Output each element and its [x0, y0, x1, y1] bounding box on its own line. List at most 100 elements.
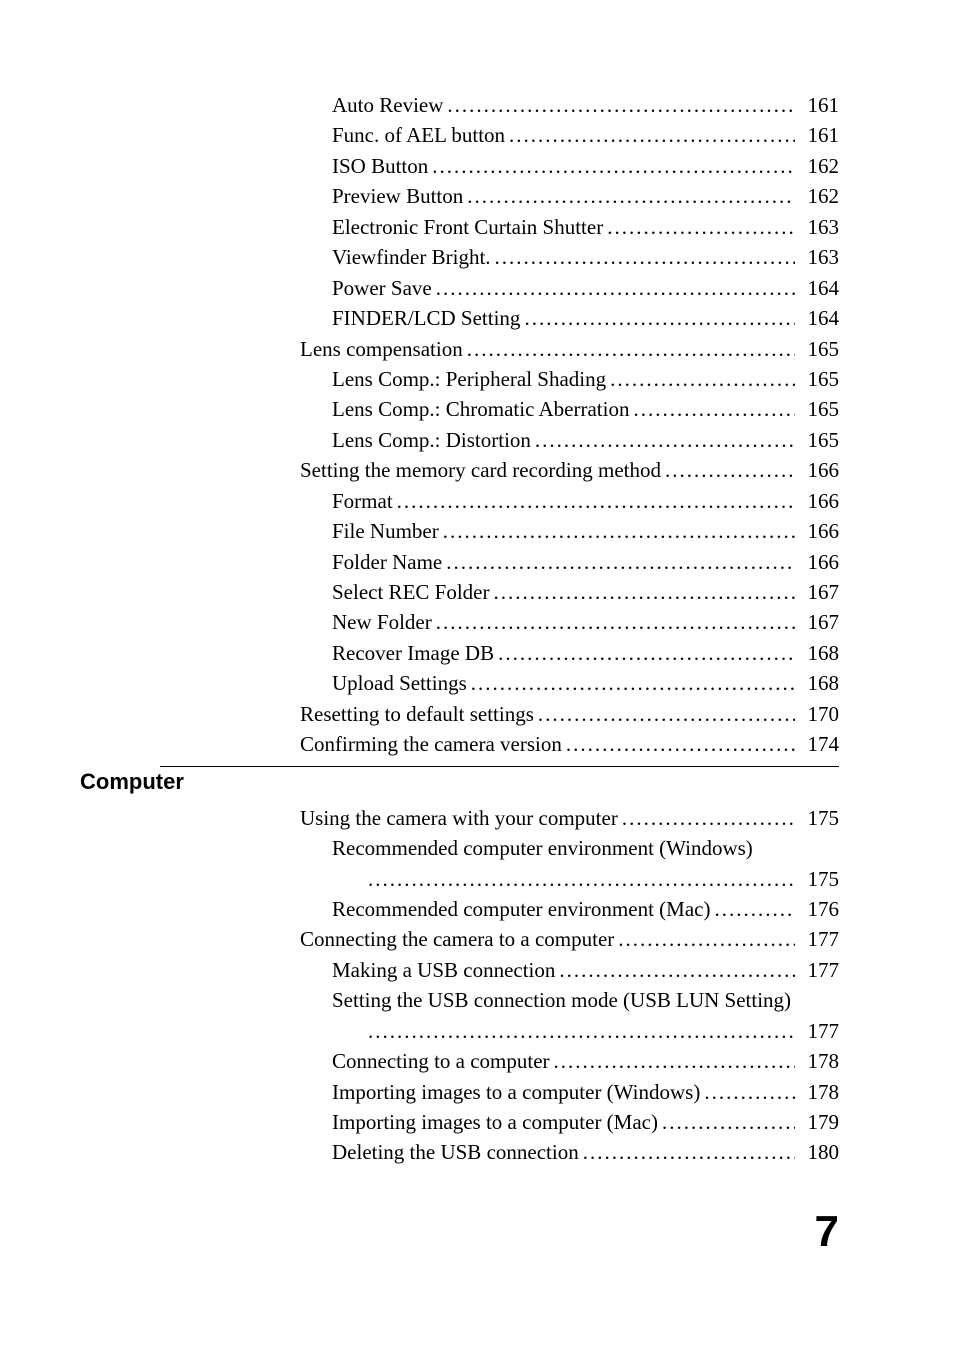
toc-leader-dots: [535, 425, 795, 455]
toc-entry: Importing images to a computer (Windows)…: [80, 1077, 839, 1107]
toc-entry-page: 166: [799, 455, 839, 485]
toc-entry-page: 179: [799, 1107, 839, 1137]
toc-leader-dots: [447, 90, 795, 120]
toc-entry-label: FINDER/LCD Setting: [332, 303, 520, 333]
toc-entry-label: Viewfinder Bright.: [332, 242, 491, 272]
toc-entry-page: 162: [799, 151, 839, 181]
toc-entry-page: 178: [799, 1077, 839, 1107]
toc-leader-dots: [665, 455, 795, 485]
toc-entry-page: 170: [799, 699, 839, 729]
toc-leader-dots: [618, 924, 795, 954]
toc-entry: Setting the USB connection mode (USB LUN…: [80, 985, 839, 1015]
toc-entry-label: Select REC Folder: [332, 577, 489, 607]
toc-entry-label: Connecting to a computer: [332, 1046, 550, 1076]
toc-entry: Connecting the camera to a computer177: [80, 924, 839, 954]
toc-entry-page: 180: [799, 1137, 839, 1167]
toc-leader-dots: [704, 1077, 795, 1107]
toc-leader-dots: [495, 242, 795, 272]
toc-entry: Resetting to default settings 170: [80, 699, 839, 729]
toc-entry-label: Func. of AEL button: [332, 120, 505, 150]
toc-entry-page: 166: [799, 547, 839, 577]
toc-entry-label: Confirming the camera version: [300, 729, 562, 759]
toc-entry-page: 161: [799, 90, 839, 120]
toc-entry: Lens Comp.: Peripheral Shading 165: [80, 364, 839, 394]
toc-leader-dots: [559, 955, 795, 985]
toc-entry-page: 166: [799, 486, 839, 516]
toc-entry-label: New Folder: [332, 607, 432, 637]
toc-entry-page: 164: [799, 303, 839, 333]
toc-leader-dots: [538, 699, 795, 729]
toc-entry: Format 166: [80, 486, 839, 516]
toc-entry: Using the camera with your computer175: [80, 803, 839, 833]
toc-entry-label: Recommended computer environment (Window…: [332, 833, 753, 863]
toc-entry-continuation: 177: [80, 1016, 839, 1046]
toc-entry: Making a USB connection177: [80, 955, 839, 985]
page-number: 7: [815, 1207, 839, 1257]
toc-content: Auto Review161Func. of AEL button161ISO …: [80, 90, 839, 1168]
toc-entry-page: 165: [799, 425, 839, 455]
toc-entry: New Folder167: [80, 607, 839, 637]
toc-entry-label: Lens Comp.: Distortion: [332, 425, 531, 455]
toc-entry-page: 165: [799, 334, 839, 364]
toc-entry: Select REC Folder 167: [80, 577, 839, 607]
toc-entry-label: Importing images to a computer (Windows): [332, 1077, 700, 1107]
toc-leader-dots: [368, 864, 795, 894]
toc-entry-page: 167: [799, 577, 839, 607]
toc-entry-page: 164: [799, 273, 839, 303]
toc-entry: ISO Button 162: [80, 151, 839, 181]
toc-entry: Electronic Front Curtain Shutter 163: [80, 212, 839, 242]
toc-leader-dots: [467, 181, 795, 211]
toc-leader-dots: [443, 516, 795, 546]
toc-entry: Preview Button 162: [80, 181, 839, 211]
toc-entry-label: Preview Button: [332, 181, 463, 211]
toc-leader-dots: [714, 894, 795, 924]
toc-leader-dots: [610, 364, 795, 394]
toc-leader-dots: [583, 1137, 795, 1167]
toc-leader-dots: [467, 334, 795, 364]
toc-entry-label: Setting the memory card recording method: [300, 455, 661, 485]
toc-leader-dots: [397, 486, 795, 516]
toc-entry-label: Format: [332, 486, 393, 516]
toc-leader-dots: [498, 638, 795, 668]
toc-leader-dots: [633, 394, 795, 424]
toc-entry: Connecting to a computer 178: [80, 1046, 839, 1076]
toc-leader-dots: [446, 547, 795, 577]
toc-entry: Confirming the camera version 174: [80, 729, 839, 759]
toc-entry-label: Importing images to a computer (Mac): [332, 1107, 658, 1137]
toc-entry-label: Lens Comp.: Peripheral Shading: [332, 364, 606, 394]
toc-leader-dots: [471, 668, 795, 698]
toc-entry-page: 166: [799, 516, 839, 546]
toc-leader-dots: [509, 120, 795, 150]
toc-leader-dots: [436, 607, 795, 637]
toc-entry: Deleting the USB connection 180: [80, 1137, 839, 1167]
toc-entry: Lens Comp.: Chromatic Aberration165: [80, 394, 839, 424]
toc-entry-label: Resetting to default settings: [300, 699, 534, 729]
toc-entry-page: 178: [799, 1046, 839, 1076]
toc-entry-page: 161: [799, 120, 839, 150]
toc-entry-label: Making a USB connection: [332, 955, 555, 985]
toc-entry: FINDER/LCD Setting 164: [80, 303, 839, 333]
toc-entry-page: 174: [799, 729, 839, 759]
toc-entry-page: 162: [799, 181, 839, 211]
toc-entry-label: ISO Button: [332, 151, 428, 181]
toc-entry-label: Electronic Front Curtain Shutter: [332, 212, 603, 242]
toc-entry-page: 165: [799, 364, 839, 394]
toc-entry: Func. of AEL button 161: [80, 120, 839, 150]
toc-entry-page: 163: [799, 212, 839, 242]
toc-entry: Recommended computer environment (Window…: [80, 833, 839, 863]
toc-leader-dots: [566, 729, 795, 759]
toc-entry-label: Deleting the USB connection: [332, 1137, 579, 1167]
toc-entry-label: File Number: [332, 516, 439, 546]
toc-leader-dots: [524, 303, 795, 333]
toc-entry: Power Save164: [80, 273, 839, 303]
section-heading: Computer: [80, 769, 839, 795]
toc-entry-page: 163: [799, 242, 839, 272]
section-divider: [160, 766, 839, 767]
toc-entry: Recover Image DB168: [80, 638, 839, 668]
toc-entry-label: Auto Review: [332, 90, 443, 120]
toc-entry-label: Connecting the camera to a computer: [300, 924, 614, 954]
toc-entry: Viewfinder Bright. 163: [80, 242, 839, 272]
toc-entry: Recommended computer environment (Mac)17…: [80, 894, 839, 924]
toc-leader-dots: [622, 803, 795, 833]
toc-entry: Folder Name166: [80, 547, 839, 577]
